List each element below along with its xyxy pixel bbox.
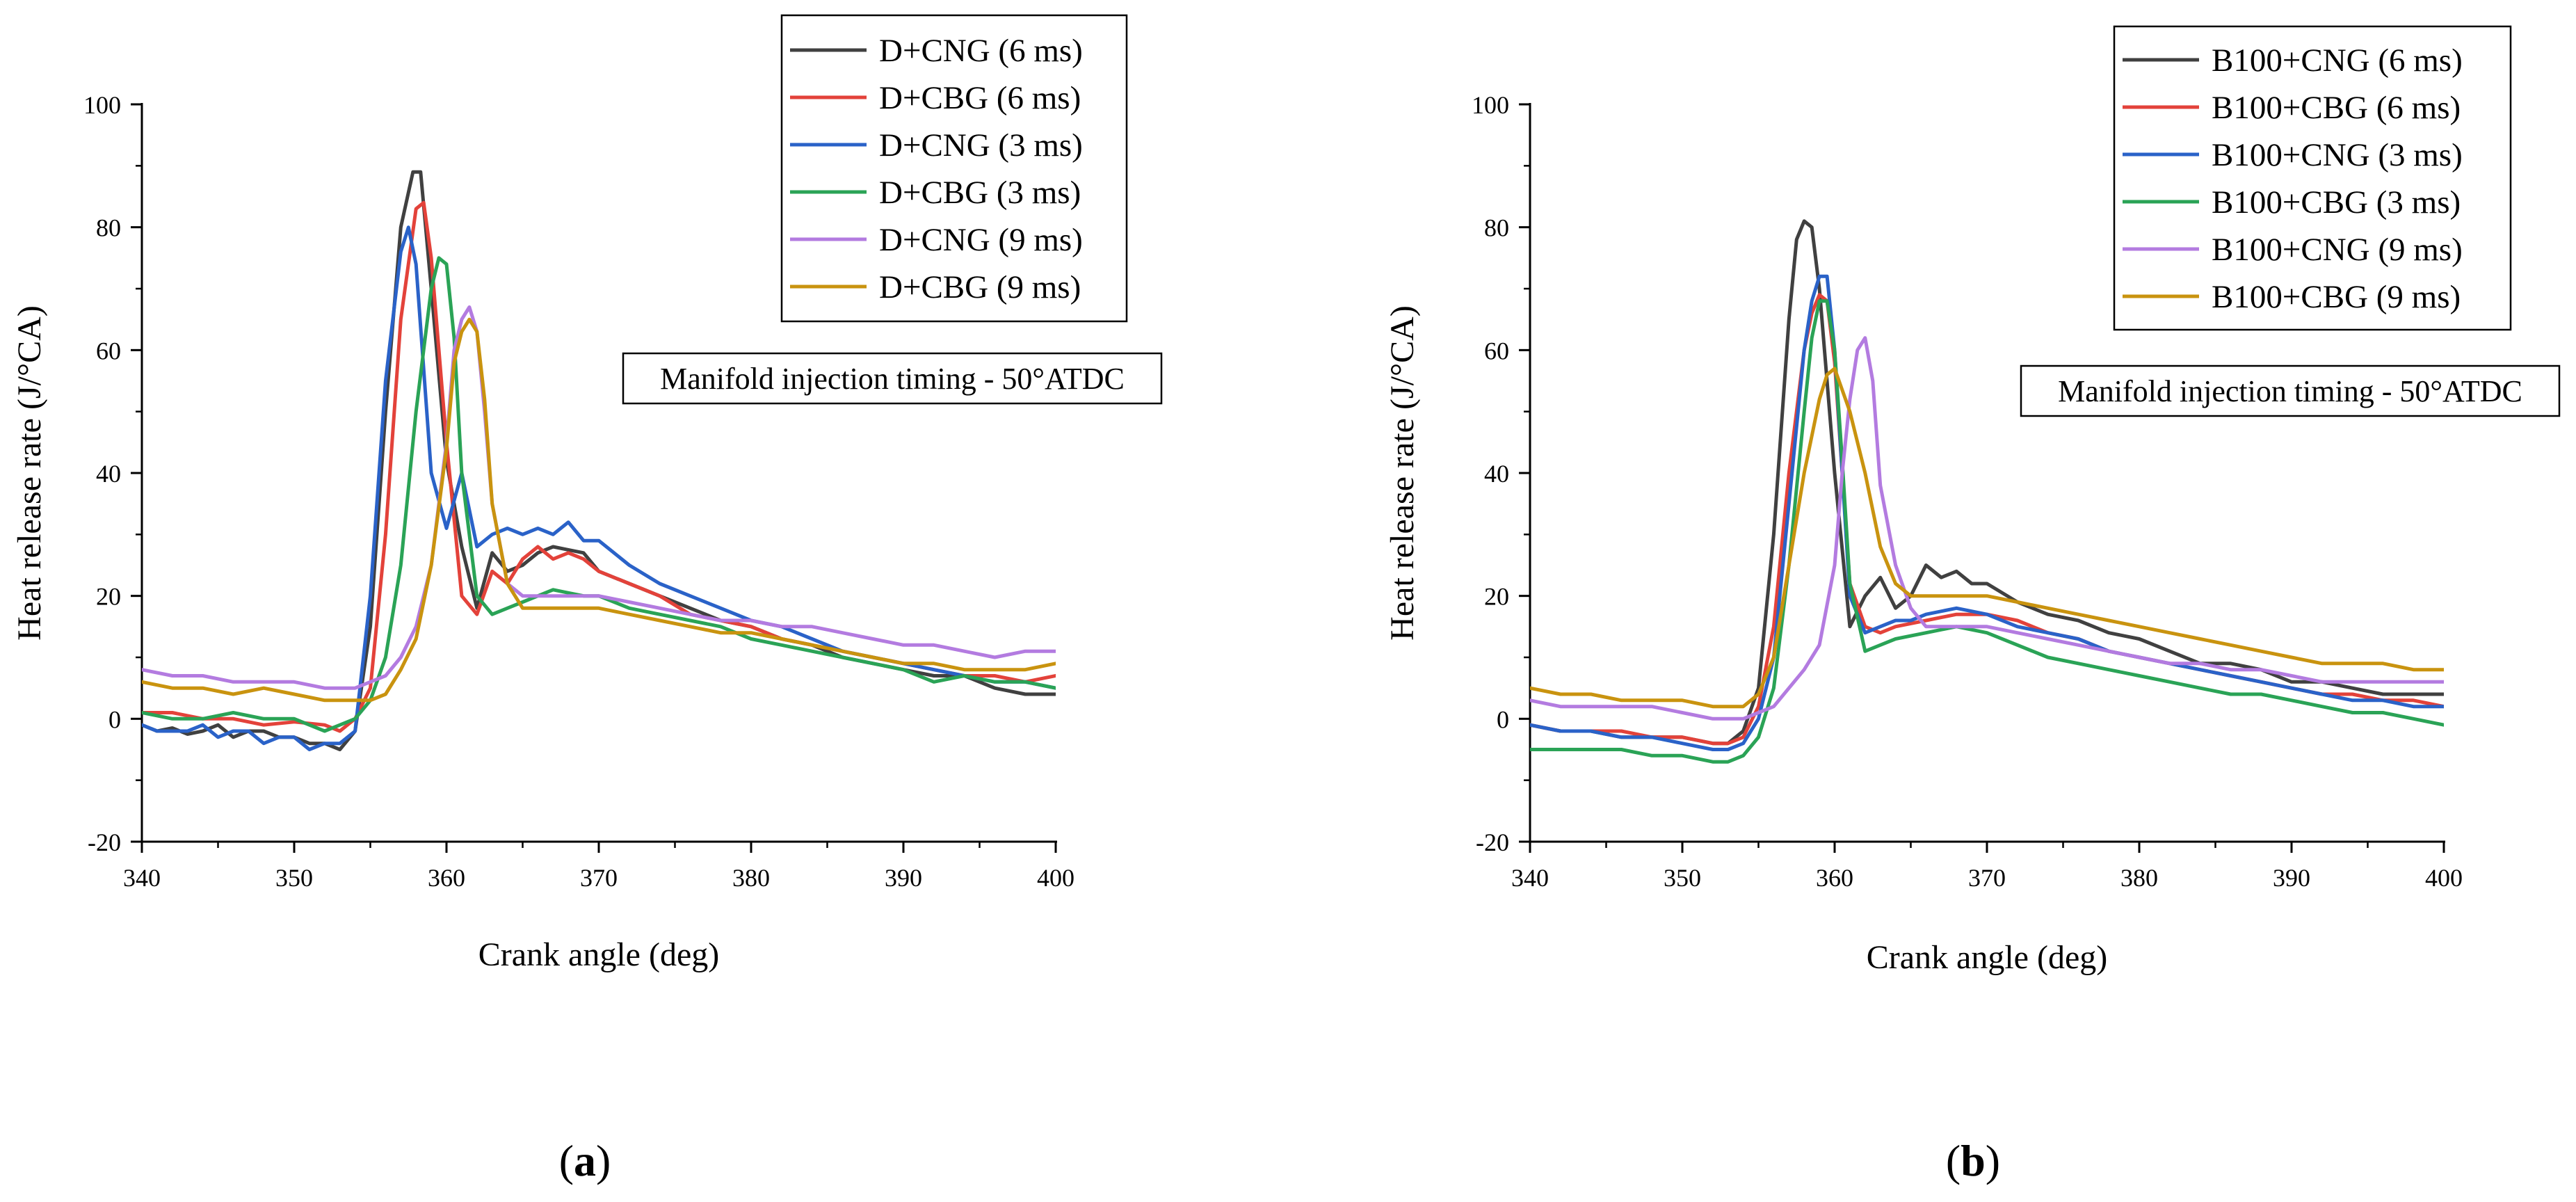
- chart-b-x-tick-label: 360: [1816, 864, 1853, 892]
- chart-a-series-line-4: [142, 256, 1056, 733]
- chart-a-legend-label-5: D+CNG (9 ms): [879, 222, 1083, 258]
- chart-a-y-tick-label: 20: [96, 583, 121, 611]
- chart-a-legend-label-1: D+CNG (6 ms): [879, 33, 1083, 69]
- chart-a-x-axis-title: Crank angle (deg): [478, 936, 720, 973]
- chart-b-x-tick-label: 380: [2120, 864, 2158, 892]
- chart-b-annotation-box: [2020, 364, 2561, 417]
- chart-b-legend-label-4: B100+CBG (3 ms): [2212, 184, 2461, 221]
- chart-a-x-tick-label: 340: [123, 864, 161, 892]
- chart-b-x-tick-label: 390: [2273, 864, 2310, 892]
- chart-b-y-tick-label: 0: [1497, 705, 1509, 733]
- chart-a-x-tick-label: 400: [1037, 864, 1074, 892]
- chart-b-y-tick-label: 60: [1484, 337, 1509, 364]
- chart-b-series-line-6: [1530, 367, 2444, 709]
- chart-a-annotation-box: [622, 352, 1163, 405]
- chart-a-x-tick-label: 350: [275, 864, 313, 892]
- chart-b-y-tick-label: 100: [1472, 91, 1509, 119]
- chart-b-x-axis-title: Crank angle (deg): [1867, 939, 2108, 976]
- chart-a-y-tick-label: 80: [96, 214, 121, 242]
- chart-a-series-group: [142, 170, 1056, 751]
- chart-b-y-axis-title: Heat release rate (J/°CA): [1384, 305, 1421, 641]
- chart-a-series-line-3: [142, 225, 1056, 751]
- chart-b-panel-label: (b): [1946, 1136, 2000, 1185]
- chart-b-series-group: [1530, 219, 2444, 764]
- chart-a-legend-box: [780, 14, 1128, 323]
- chart-b-series-line-2: [1530, 293, 2444, 746]
- chart-a-legend-label-6: D+CBG (9 ms): [879, 269, 1081, 305]
- chart-a-legend-label-3: D+CNG (3 ms): [879, 127, 1083, 163]
- chart-b-legend-label-5: B100+CNG (9 ms): [2212, 232, 2463, 268]
- chart-b-y-tick-label: -20: [1476, 828, 1509, 856]
- chart-b-series-line-3: [1530, 274, 2444, 751]
- chart-a-series-line-6: [142, 317, 1056, 703]
- chart-a-x-tick-label: 380: [732, 864, 770, 892]
- chart-a-y-tick-label: 60: [96, 337, 121, 364]
- chart-b-legend-label-2: B100+CBG (6 ms): [2212, 90, 2461, 126]
- chart-b-annotation-text: Manifold injection timing - 50°ATDC: [2058, 374, 2522, 408]
- chart-a-y-tick-label: 40: [96, 460, 121, 488]
- chart-panel-a: 340 350 360 370 380 390 400 -20 0 20 40 60 80 100 Cran…: [11, 14, 1163, 1185]
- chart-a-panel-label: (a): [559, 1136, 611, 1185]
- chart-b-legend-label-1: B100+CNG (6 ms): [2212, 42, 2463, 79]
- chart-b-legend-box: [2113, 25, 2512, 331]
- chart-a-y-tick-label: 0: [108, 705, 121, 733]
- chart-b-series-line-5: [1530, 336, 2444, 721]
- chart-a-y-tick-label: -20: [88, 828, 121, 856]
- chart-b-x-tick-label: 340: [1511, 864, 1549, 892]
- chart-panel-b: 340 350 360 370 380 390 400 -20 0 20 40 60 80 100 Cran…: [1384, 25, 2561, 1185]
- chart-b-y-tick-label: 40: [1484, 460, 1509, 488]
- chart-b-legend-label-6: B100+CBG (9 ms): [2212, 279, 2461, 315]
- chart-a-series-line-1: [142, 170, 1056, 751]
- chart-a-x-tick-label: 390: [885, 864, 922, 892]
- chart-a-x-tick-label: 360: [428, 864, 465, 892]
- chart-b-y-tick-label: 20: [1484, 583, 1509, 611]
- chart-b-x-tick-label: 370: [1968, 864, 2006, 892]
- chart-a-y-tick-label: 100: [83, 91, 121, 119]
- chart-b-x-tick-label: 350: [1664, 864, 1701, 892]
- chart-a-legend-label-4: D+CBG (3 ms): [879, 175, 1081, 211]
- chart-b-x-tick-label: 400: [2425, 864, 2463, 892]
- chart-b-y-tick-label: 80: [1484, 214, 1509, 242]
- chart-a-x-tick-label: 370: [580, 864, 618, 892]
- chart-a-y-axis-title: Heat release rate (J/°CA): [11, 305, 48, 641]
- chart-a-legend-label-2: D+CBG (6 ms): [879, 80, 1081, 116]
- chart-b-series-line-4: [1530, 299, 2444, 764]
- chart-b-legend-label-3: B100+CNG (3 ms): [2212, 137, 2463, 173]
- chart-a-annotation-text: Manifold injection timing - 50°ATDC: [660, 362, 1125, 396]
